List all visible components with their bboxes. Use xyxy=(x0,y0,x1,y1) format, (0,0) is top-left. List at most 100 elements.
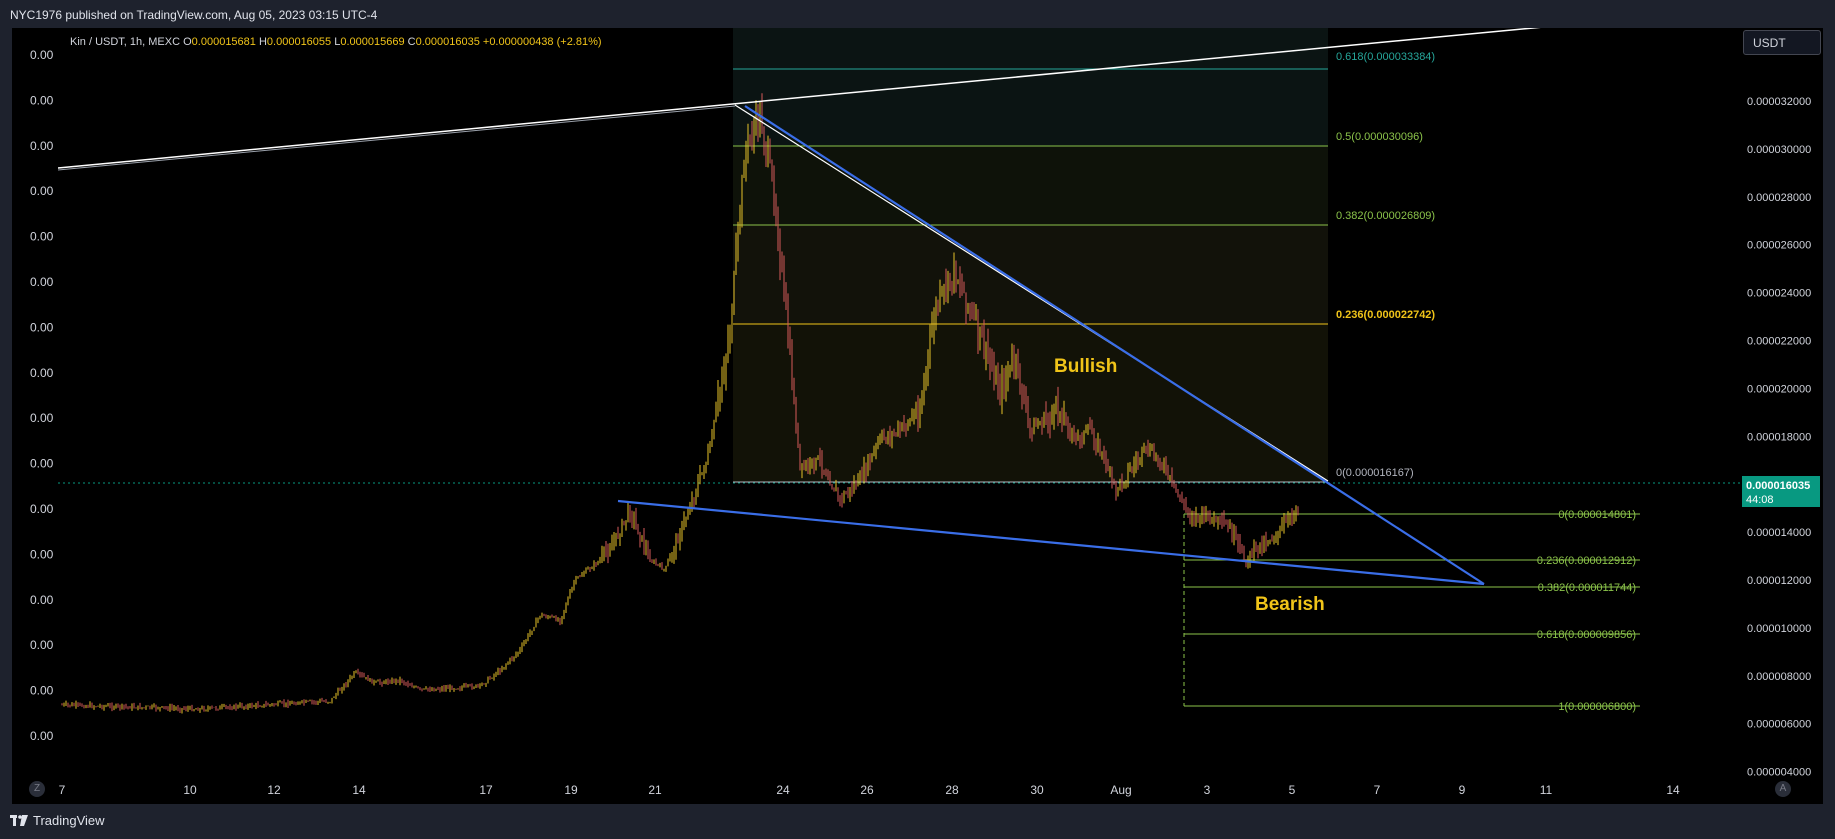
price-chart[interactable]: 0.618(0.000033384) 0.5(0.000030096) 0.38… xyxy=(0,0,1835,804)
trendlines xyxy=(58,28,1541,586)
time-axis-tick: 9 xyxy=(1459,783,1466,797)
current-price-value: 0.000016035 xyxy=(1746,480,1810,492)
fib-label-low-1: 1(0.000006800) xyxy=(1558,701,1636,713)
currency-button[interactable]: USDT xyxy=(1743,30,1821,55)
right-axis-tick: 0.000008000 xyxy=(1747,671,1811,683)
zoom-reset-button[interactable]: Z xyxy=(29,781,45,797)
lower-blue-trendline xyxy=(617,499,1485,586)
publish-info: NYC1976 published on TradingView.com, Au… xyxy=(10,8,378,22)
left-axis-tick: 0.00 xyxy=(30,411,54,425)
fib-label-low-382: 0.382(0.000011744) xyxy=(1538,582,1636,594)
time-axis-tick: Aug xyxy=(1110,783,1131,797)
symbol-name[interactable]: Kin / USDT, 1h, MEXC xyxy=(70,36,181,48)
fib-zones xyxy=(733,28,1328,482)
right-axis-tick: 0.000018000 xyxy=(1747,431,1811,443)
fib-lines-lower xyxy=(1183,513,1640,707)
symbol-legend[interactable]: Kin / USDT, 1h, MEXC O0.000015681 H0.000… xyxy=(70,36,602,48)
left-axis-tick: 0.00 xyxy=(30,93,54,107)
fib-label-618: 0.618(0.000033384) xyxy=(1336,51,1435,63)
right-axis-tick: 0.000006000 xyxy=(1747,719,1811,731)
right-axis-tick: 0.000014000 xyxy=(1747,527,1811,539)
left-axis-tick: 0.00 xyxy=(30,320,54,334)
fib-lines-upper xyxy=(733,68,1328,483)
time-axis: 7 10 12 14 17 19 21 24 26 28 30 Aug 3 5 7 9 11 14 xyxy=(59,783,1680,797)
fib-labels-lower: 0(0.000014801) 0.236(0.000012912) 0.382(… xyxy=(1537,509,1636,713)
bullish-annotation: Bullish xyxy=(1054,356,1117,377)
fib-labels-upper: 0.618(0.000033384) 0.5(0.000030096) 0.38… xyxy=(1336,51,1435,479)
right-axis-tick: 0.000024000 xyxy=(1747,288,1811,300)
left-axis-tick: 0.00 xyxy=(30,139,54,153)
close-value: 0.000016035 xyxy=(415,36,480,48)
time-axis-tick: 11 xyxy=(1540,783,1553,797)
right-axis-tick: 0.000012000 xyxy=(1747,575,1811,587)
time-axis-tick: 14 xyxy=(1666,783,1680,797)
left-axis-tick: 0.00 xyxy=(30,638,54,652)
left-axis-tick: 0.00 xyxy=(30,502,54,516)
time-axis-tick: 10 xyxy=(183,783,197,797)
time-axis-tick: 28 xyxy=(945,783,959,797)
time-axis-tick: 3 xyxy=(1204,783,1211,797)
right-axis-tick: 0.000030000 xyxy=(1747,144,1811,156)
bottom-bar xyxy=(0,804,1835,839)
fib-label-low-236: 0.236(0.000012912) xyxy=(1537,555,1636,567)
time-axis-tick: 12 xyxy=(267,783,281,797)
tradingview-logo-icon xyxy=(10,815,28,826)
left-axis-tick: 0.00 xyxy=(30,48,54,62)
auto-scale-button[interactable]: A xyxy=(1775,781,1791,797)
time-axis-tick: 26 xyxy=(860,783,874,797)
time-axis-tick: 7 xyxy=(1374,783,1381,797)
left-axis-tick: 0.00 xyxy=(30,547,54,561)
right-axis-tick: 0.000022000 xyxy=(1747,336,1811,348)
fib-label-236: 0.236(0.000022742) xyxy=(1336,309,1435,321)
right-axis-tick: 0.000020000 xyxy=(1747,383,1811,395)
time-axis-tick: 30 xyxy=(1030,783,1044,797)
right-price-axis: 0.000032000 0.000030000 0.000028000 0.00002… xyxy=(1747,96,1811,779)
descending-blue-line xyxy=(744,105,1485,585)
time-axis-tick: 5 xyxy=(1289,783,1296,797)
open-label: O xyxy=(183,36,192,48)
countdown-timer: 44:08 xyxy=(1746,494,1774,506)
fib-label-382: 0.382(0.000026809) xyxy=(1336,210,1435,222)
current-price-tag: 0.000016035 44:08 xyxy=(1742,476,1820,507)
time-axis-tick: 19 xyxy=(564,783,578,797)
fib-zone-0 xyxy=(733,324,1328,482)
open-value: 0.000015681 xyxy=(191,36,256,48)
top-bar: NYC1976 published on TradingView.com, Au… xyxy=(0,0,1835,28)
left-axis-tick: 0.00 xyxy=(30,684,54,698)
right-axis-tick: 0.000026000 xyxy=(1747,240,1811,252)
right-axis-tick: 0.000004000 xyxy=(1747,767,1811,779)
low-value: 0.000015669 xyxy=(340,36,405,48)
change-value: +0.000000438 (+2.81%) xyxy=(482,36,602,48)
left-axis-tick: 0.00 xyxy=(30,366,54,380)
tradingview-brand[interactable]: TradingView xyxy=(10,813,105,828)
time-axis-tick: 7 xyxy=(59,783,66,797)
candles xyxy=(61,93,1299,714)
fib-label-5: 0.5(0.000030096) xyxy=(1336,131,1423,143)
time-axis-tick: 21 xyxy=(648,783,662,797)
upper-white-trendline xyxy=(58,28,1541,169)
left-axis-tick: 0.00 xyxy=(30,457,54,471)
fib-label-0: 0(0.000016167) xyxy=(1336,467,1414,479)
upper-white-trendline-inner xyxy=(58,105,736,171)
close-label: C xyxy=(407,36,416,48)
high-value: 0.000016055 xyxy=(266,36,332,48)
left-axis-tick: 0.00 xyxy=(30,184,54,198)
left-price-axis: 0.00 0.00 0.00 0.00 0.00 0.00 0.00 0.00 0.00 0.00… xyxy=(30,48,54,743)
left-axis-tick: 0.00 xyxy=(30,729,54,743)
left-axis-tick: 0.00 xyxy=(30,230,54,244)
bearish-annotation: Bearish xyxy=(1255,594,1325,615)
time-axis-tick: 17 xyxy=(479,783,493,797)
tradingview-brand-text: TradingView xyxy=(33,813,105,828)
left-axis-tick: 0.00 xyxy=(30,593,54,607)
fib-zone-236 xyxy=(733,224,1328,324)
left-axis-tick: 0.00 xyxy=(30,275,54,289)
low-label: L xyxy=(334,36,341,48)
time-axis-tick: 24 xyxy=(776,783,790,797)
time-axis-tick: 14 xyxy=(352,783,366,797)
fib-label-low-618: 0.618(0.000009856) xyxy=(1537,629,1636,641)
high-label: H xyxy=(258,36,267,48)
fib-label-low-0: 0(0.000014801) xyxy=(1558,509,1636,521)
right-axis-tick: 0.000010000 xyxy=(1747,623,1811,635)
right-axis-tick: 0.000028000 xyxy=(1747,192,1811,204)
fib-zone-top xyxy=(733,28,1328,146)
